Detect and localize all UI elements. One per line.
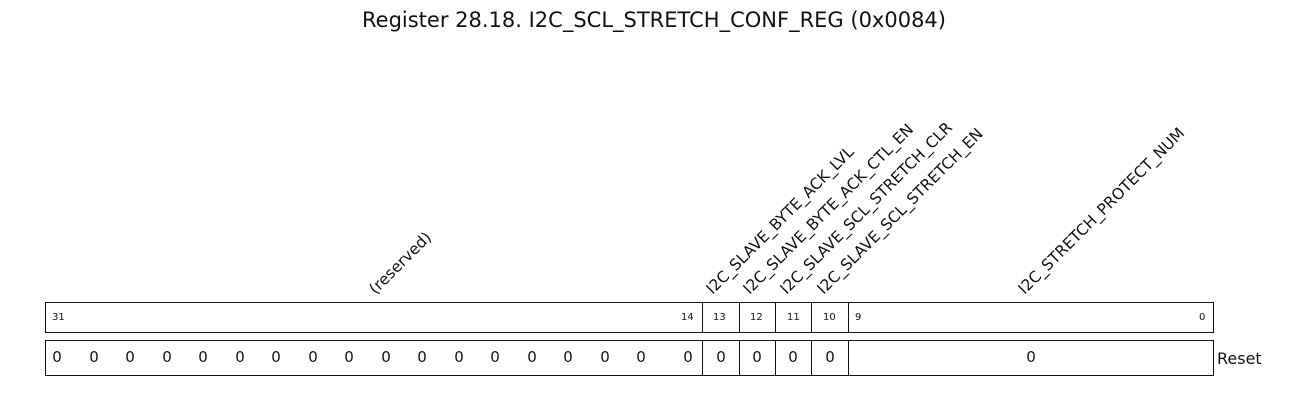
bit-number-10: 10 xyxy=(823,312,836,323)
field-label-slave-scl-stretch-clr: I2C_SLAVE_SCL_STRETCH_CLR xyxy=(776,118,956,298)
reset-value: 0 xyxy=(490,348,500,366)
bitfield-reserved-box xyxy=(45,302,703,333)
bit-number-9: 9 xyxy=(855,312,862,323)
reset-value-bit11: 0 xyxy=(788,348,798,366)
bit-number-12: 12 xyxy=(750,312,763,323)
reset-value: 0 xyxy=(89,348,99,366)
reset-value: 0 xyxy=(235,348,245,366)
bit-number-11: 11 xyxy=(787,312,800,323)
reset-value: 0 xyxy=(683,348,693,366)
reset-value: 0 xyxy=(454,348,464,366)
reset-value-bit13: 0 xyxy=(716,348,726,366)
reset-label: Reset xyxy=(1217,349,1262,368)
reset-value: 0 xyxy=(52,348,62,366)
bit-number-14: 14 xyxy=(681,312,694,323)
reset-protect-num-box xyxy=(848,340,1214,376)
reset-value-bit12: 0 xyxy=(752,348,762,366)
bit-number-13: 13 xyxy=(713,312,726,323)
reset-value: 0 xyxy=(198,348,208,366)
reset-value: 0 xyxy=(417,348,427,366)
field-label-stretch-protect-num: I2C_STRETCH_PROTECT_NUM xyxy=(1014,124,1189,298)
reset-value: 0 xyxy=(600,348,610,366)
reset-value: 0 xyxy=(344,348,354,366)
bit-number-0: 0 xyxy=(1199,312,1206,323)
field-label-reserved: (reserved) xyxy=(365,228,436,298)
bit-number-31: 31 xyxy=(52,312,65,323)
register-title: Register 28.18. I2C_SCL_STRETCH_CONF_REG… xyxy=(362,8,946,32)
bitfield-protect-num-box xyxy=(848,302,1214,333)
reset-value: 0 xyxy=(271,348,281,366)
reset-value: 0 xyxy=(563,348,573,366)
reset-value-bit10: 0 xyxy=(825,348,835,366)
reset-value: 0 xyxy=(527,348,537,366)
reset-value: 0 xyxy=(636,348,646,366)
reset-value: 0 xyxy=(381,348,391,366)
reset-value: 0 xyxy=(125,348,135,366)
reset-value-protect-num: 0 xyxy=(1026,348,1036,366)
reset-value: 0 xyxy=(308,348,318,366)
reset-value: 0 xyxy=(162,348,172,366)
